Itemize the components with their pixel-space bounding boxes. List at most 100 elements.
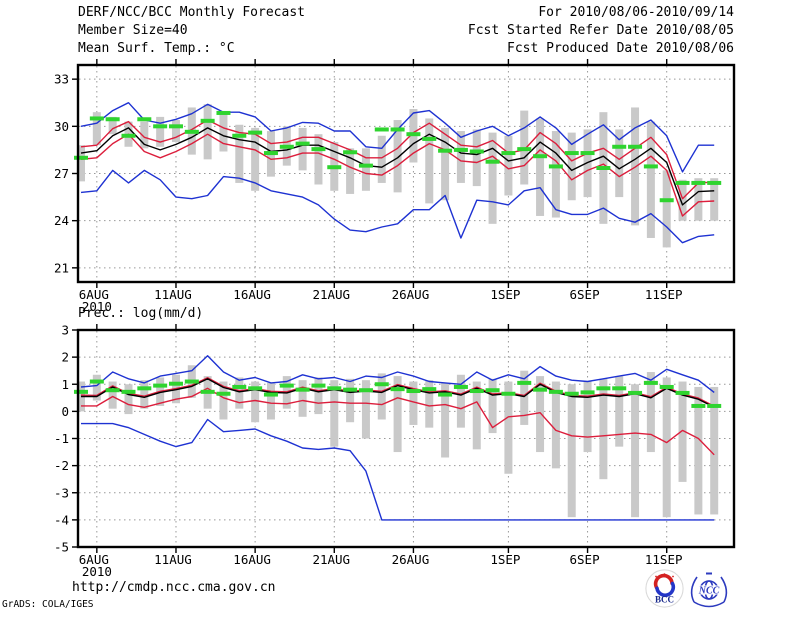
observation-dash bbox=[453, 147, 468, 152]
ensemble-spread-bar bbox=[251, 381, 260, 423]
ensemble-spread-bar bbox=[583, 381, 592, 453]
x-tick-label: 6SEP bbox=[570, 287, 600, 302]
ensemble-spread-bar bbox=[504, 381, 513, 474]
x-tick-label: 6SEP bbox=[570, 552, 600, 567]
ensemble-spread-bar bbox=[108, 116, 117, 135]
observation-dash bbox=[168, 381, 183, 386]
observation-dash bbox=[422, 136, 437, 141]
ensemble-spread-bar bbox=[488, 378, 497, 434]
refer-date-label: Fcst Started Refer Date 2010/08/05 bbox=[467, 23, 734, 38]
observation-dash bbox=[390, 127, 405, 132]
observation-dash bbox=[517, 380, 532, 385]
ensemble-spread-bar bbox=[425, 380, 434, 428]
temp-panel-title: Mean Surf. Temp.: °C bbox=[78, 41, 235, 56]
observation-dash bbox=[74, 155, 88, 160]
forecast-range-label: For 2010/08/06-2010/09/14 bbox=[538, 5, 734, 20]
series-line-ensemble-plus-std bbox=[80, 377, 715, 407]
observation-dash bbox=[612, 144, 627, 149]
observation-dash bbox=[438, 148, 453, 153]
ensemble-spread-bar bbox=[377, 373, 386, 420]
y-tick-label: -2 bbox=[54, 458, 69, 473]
ensemble-spread-bar bbox=[472, 381, 481, 450]
observation-dash bbox=[200, 118, 215, 123]
observation-dash bbox=[105, 388, 120, 393]
observation-dash bbox=[707, 403, 722, 408]
observation-dash bbox=[659, 384, 674, 389]
observation-dash bbox=[501, 151, 516, 156]
ensemble-spread-bar bbox=[472, 129, 481, 187]
observation-dash bbox=[469, 389, 484, 394]
x-tick-label: 16AUG bbox=[233, 287, 271, 302]
observation-dash bbox=[596, 386, 611, 391]
observation-dash bbox=[343, 150, 358, 155]
ensemble-spread-bar bbox=[551, 131, 560, 218]
y-tick-label: 3 bbox=[61, 323, 69, 338]
ensemble-spread-bar bbox=[456, 374, 465, 428]
observation-dash bbox=[675, 180, 690, 185]
observation-dash bbox=[153, 383, 168, 388]
observation-dash bbox=[279, 144, 294, 149]
observation-layer bbox=[74, 379, 722, 408]
observation-dash bbox=[628, 144, 643, 149]
observation-dash bbox=[105, 117, 120, 122]
bcc-red-swirl bbox=[653, 573, 674, 590]
series-line-ensemble-minus-std bbox=[81, 387, 715, 456]
ensemble-spread-bar bbox=[646, 372, 655, 453]
x-axis-year-label: 2010 bbox=[82, 564, 112, 579]
y-tick-label: 30 bbox=[54, 119, 69, 134]
observation-dash bbox=[121, 389, 136, 394]
produced-date-label: Fcst Produced Date 2010/08/06 bbox=[507, 41, 734, 56]
observation-dash bbox=[374, 127, 389, 132]
observation-dash bbox=[358, 388, 373, 393]
ensemble-spread-bar bbox=[599, 378, 608, 480]
ensemble-spread-bar bbox=[393, 120, 402, 193]
ensemble-spread-bar bbox=[710, 178, 719, 221]
observation-dash bbox=[533, 387, 548, 392]
ncc-logo-label: NCC bbox=[698, 586, 720, 597]
observation-dash bbox=[422, 387, 437, 392]
ensemble-spread-bar bbox=[551, 381, 560, 469]
ensemble-spread-bar bbox=[266, 382, 275, 420]
ensemble-spread-bar bbox=[488, 132, 497, 224]
x-tick-label: 11AUG bbox=[154, 552, 192, 567]
ensemble-spread-bar bbox=[662, 170, 671, 248]
observation-dash bbox=[327, 386, 342, 391]
series-line-ensemble-min bbox=[81, 418, 715, 521]
observation-dash bbox=[580, 151, 595, 156]
y-tick-label: 27 bbox=[54, 166, 69, 181]
observation-dash bbox=[564, 391, 579, 396]
observation-dash bbox=[137, 386, 152, 391]
observation-dash bbox=[200, 389, 215, 394]
ensemble-spread-bar bbox=[235, 124, 244, 183]
observation-dash bbox=[485, 159, 500, 164]
observation-dash bbox=[184, 129, 199, 134]
x-tick-label: 6AUG bbox=[79, 287, 109, 302]
x-tick-label: 1SEP bbox=[490, 287, 520, 302]
temp-chart: 6AUG 11AUG 16AUG 21AUG 26AUG 1SEP 6SEP 11SEP 201… bbox=[54, 59, 736, 314]
observation-dash bbox=[153, 124, 168, 129]
ncc-wreath-bottom bbox=[693, 601, 725, 608]
observation-dash bbox=[232, 384, 247, 389]
observation-dash bbox=[628, 390, 643, 395]
observation-dash bbox=[248, 130, 263, 135]
observation-dash bbox=[501, 391, 516, 396]
observation-dash bbox=[121, 133, 136, 138]
source-url: http://cmdp.ncc.cma.gov.cn bbox=[72, 580, 276, 595]
observation-dash bbox=[89, 379, 104, 384]
y-tick-label: 1 bbox=[61, 377, 69, 392]
x-tick-label: 11AUG bbox=[154, 287, 192, 302]
series-line-ensemble-mean bbox=[81, 378, 715, 408]
ensemble-spread-bar bbox=[393, 376, 402, 453]
ensemble-spread-bar bbox=[251, 127, 260, 191]
observation-dash bbox=[517, 147, 532, 152]
observation-dash bbox=[168, 124, 183, 129]
observation-dash bbox=[374, 382, 389, 387]
ensemble-spread-bar bbox=[710, 386, 719, 515]
y-tick-label: 0 bbox=[61, 404, 69, 419]
ensemble-spread-bar bbox=[567, 384, 576, 518]
ensemble-spread-bar bbox=[441, 382, 450, 458]
ensemble-spread-bar bbox=[631, 384, 640, 518]
observation-dash bbox=[533, 154, 548, 159]
observation-dash bbox=[659, 198, 674, 203]
